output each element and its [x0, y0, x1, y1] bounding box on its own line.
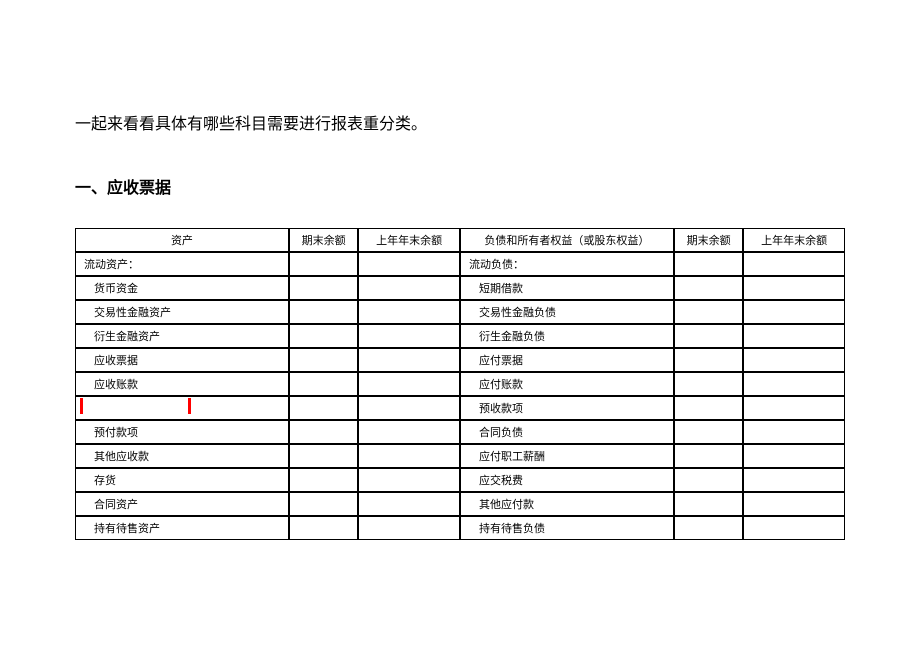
end-balance-cell: [674, 468, 744, 492]
header-end-balance: 期末余额: [289, 228, 359, 252]
liability-cell: 应付职工薪酬: [460, 444, 674, 468]
prev-year-cell: [743, 276, 845, 300]
asset-cell: 应收账款: [75, 372, 289, 396]
table-row: 应收账款 应付账款: [75, 372, 845, 396]
end-balance-cell: [674, 420, 744, 444]
prev-year-cell: [358, 348, 460, 372]
liability-cell: 流动负债：: [460, 252, 674, 276]
table-row: 流动资产： 流动负债：: [75, 252, 845, 276]
liability-cell: 合同负债: [460, 420, 674, 444]
asset-cell: 流动资产：: [75, 252, 289, 276]
table-row: 预付款项 合同负债: [75, 420, 845, 444]
header-liability: 负债和所有者权益（或股东权益）: [460, 228, 674, 252]
asset-cell: 衍生金融资产: [75, 324, 289, 348]
header-asset: 资产: [75, 228, 289, 252]
liability-cell: 交易性金融负债: [460, 300, 674, 324]
end-balance-cell: [289, 348, 359, 372]
end-balance-cell: [674, 300, 744, 324]
prev-year-cell: [358, 300, 460, 324]
table-row: 合同资产 其他应付款: [75, 492, 845, 516]
prev-year-cell: [743, 420, 845, 444]
liability-cell: 衍生金融负债: [460, 324, 674, 348]
liability-cell: 应付票据: [460, 348, 674, 372]
end-balance-cell: [289, 516, 359, 540]
table-row: 货币资金 短期借款: [75, 276, 845, 300]
prev-year-cell: [358, 324, 460, 348]
table-row: 应收票据 应付票据: [75, 348, 845, 372]
end-balance-cell: [674, 516, 744, 540]
liability-cell: 其他应付款: [460, 492, 674, 516]
table-row: 存货 应交税费: [75, 468, 845, 492]
asset-cell: 持有待售资产: [75, 516, 289, 540]
prev-year-cell: [358, 252, 460, 276]
asset-cell: 预付款项: [75, 420, 289, 444]
end-balance-cell: [289, 468, 359, 492]
asset-cell: 应收票据: [75, 348, 289, 372]
end-balance-cell: [289, 372, 359, 396]
end-balance-cell: [289, 252, 359, 276]
prev-year-cell: [358, 372, 460, 396]
prev-year-cell: [743, 372, 845, 396]
balance-sheet-table: 资产 期末余额 上年年末余额 负债和所有者权益（或股东权益） 期末余额 上年年末…: [75, 228, 845, 540]
prev-year-cell: [743, 492, 845, 516]
end-balance-cell: [289, 420, 359, 444]
asset-cell: 存货: [75, 468, 289, 492]
end-balance-cell: [674, 252, 744, 276]
highlight-mark: [188, 398, 191, 414]
section-title: 一、应收票据: [75, 174, 845, 198]
table-row: 其他应收款 应付职工薪酬: [75, 444, 845, 468]
end-balance-cell: [289, 276, 359, 300]
end-balance-cell: [674, 396, 744, 420]
table-row: 衍生金融资产 衍生金融负债: [75, 324, 845, 348]
liability-cell: 预收款项: [460, 396, 674, 420]
asset-cell: 合同资产: [75, 492, 289, 516]
end-balance-cell: [674, 372, 744, 396]
end-balance-cell: [289, 300, 359, 324]
prev-year-cell: [743, 300, 845, 324]
table-header-row: 资产 期末余额 上年年末余额 负债和所有者权益（或股东权益） 期末余额 上年年末…: [75, 228, 845, 252]
prev-year-cell: [743, 396, 845, 420]
table-row: 应收款项融资 预收款项: [75, 396, 845, 420]
end-balance-cell: [289, 324, 359, 348]
table-row: 交易性金融资产 交易性金融负债: [75, 300, 845, 324]
highlight-mark: [80, 398, 83, 414]
end-balance-cell: [674, 324, 744, 348]
end-balance-cell: [674, 492, 744, 516]
prev-year-cell: [358, 468, 460, 492]
asset-cell: 货币资金: [75, 276, 289, 300]
liability-cell: 应交税费: [460, 468, 674, 492]
prev-year-cell: [358, 276, 460, 300]
asset-cell: 其他应收款: [75, 444, 289, 468]
end-balance-cell: [674, 444, 744, 468]
prev-year-cell: [743, 516, 845, 540]
prev-year-cell: [743, 444, 845, 468]
liability-cell: 应付账款: [460, 372, 674, 396]
table-row: 持有待售资产 持有待售负债: [75, 516, 845, 540]
prev-year-cell: [358, 516, 460, 540]
asset-cell: 应收款项融资: [75, 396, 289, 420]
intro-text: 一起来看看具体有哪些科目需要进行报表重分类。: [75, 110, 845, 134]
liability-cell: 持有待售负债: [460, 516, 674, 540]
header-end-balance2: 期末余额: [674, 228, 744, 252]
prev-year-cell: [743, 348, 845, 372]
prev-year-cell: [358, 420, 460, 444]
asset-cell: 交易性金融资产: [75, 300, 289, 324]
end-balance-cell: [289, 396, 359, 420]
header-prev-year: 上年年末余额: [358, 228, 460, 252]
liability-cell: 短期借款: [460, 276, 674, 300]
table-body: 流动资产：流动负债：货币资金短期借款交易性金融资产交易性金融负债衍生金融资产衍生…: [75, 252, 845, 540]
prev-year-cell: [743, 468, 845, 492]
prev-year-cell: [743, 324, 845, 348]
end-balance-cell: [289, 492, 359, 516]
end-balance-cell: [674, 348, 744, 372]
header-prev-year2: 上年年末余额: [743, 228, 845, 252]
prev-year-cell: [358, 444, 460, 468]
prev-year-cell: [358, 396, 460, 420]
end-balance-cell: [674, 276, 744, 300]
prev-year-cell: [743, 252, 845, 276]
end-balance-cell: [289, 444, 359, 468]
prev-year-cell: [358, 492, 460, 516]
